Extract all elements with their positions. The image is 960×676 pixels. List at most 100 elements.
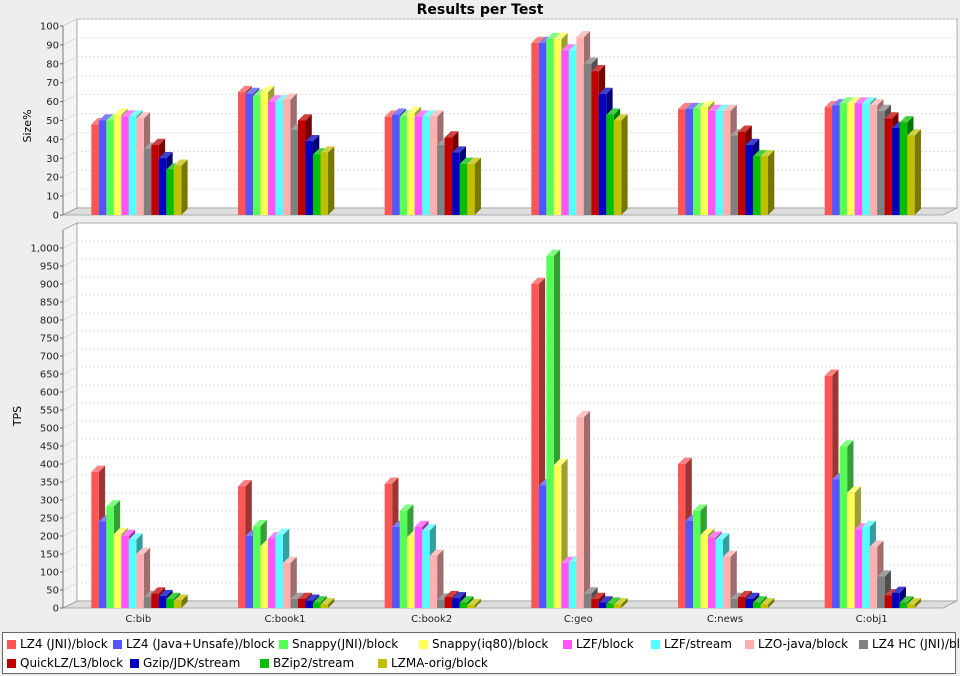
category-label: C:book2: [411, 614, 452, 625]
legend-label: Gzip/JDK/stream: [143, 656, 241, 670]
chart-title: Results per Test: [417, 2, 544, 18]
tps-gridline-side: [62, 402, 78, 411]
tps-gridline-side: [62, 420, 78, 429]
tps-tick-label: 950: [40, 262, 59, 273]
legend-swatch: [859, 640, 868, 649]
category-label: C:geo: [564, 614, 593, 625]
legend-item: BZip2/stream: [260, 656, 354, 670]
category-label: C:bib: [125, 614, 151, 625]
legend-item: LZ4 (Java+Unsafe)/block: [113, 637, 275, 651]
tps-tick-label: 350: [40, 478, 59, 489]
size-tick-label: 0: [53, 211, 59, 222]
tps-tick-label: 600: [40, 388, 59, 399]
legend-label: Snappy(JNI)/block: [292, 637, 399, 651]
tps-tick-label: 750: [40, 334, 59, 345]
tps-bar: [320, 598, 335, 608]
tps-tick-label: 850: [40, 298, 59, 309]
tps-tick-label: 250: [40, 514, 59, 525]
legend-swatch: [260, 659, 269, 668]
tps-bar: [467, 598, 481, 608]
tps-tick-label: 900: [40, 280, 59, 291]
tps-gridline-side: [62, 330, 78, 339]
size-gridline-side: [62, 113, 78, 121]
tps-bar: [576, 410, 591, 608]
legend-label: LZ4 (Java+Unsafe)/block: [126, 637, 275, 651]
size-tick-label: 60: [46, 97, 59, 108]
category-label: C:obj1: [856, 614, 888, 625]
legend-item: QuickLZ/L3/block: [7, 656, 123, 670]
tps-back-wall: [76, 222, 958, 602]
tps-tick-label: 100: [40, 568, 59, 579]
size-tick-label: 90: [46, 40, 59, 51]
tps-tick-label: 450: [40, 442, 59, 453]
tps-gridline-side: [62, 258, 78, 267]
size-gridline-side: [62, 56, 78, 65]
legend-item: Snappy(iq80)/block: [419, 637, 548, 651]
legend-swatch: [651, 640, 660, 649]
tps-panel: 0 50 100 150 200 250 300 350 400 450 500 550 600 650 7…: [30, 222, 958, 615]
tps-tick-label: 1,000: [30, 244, 59, 255]
size-tick-label: 70: [46, 78, 59, 89]
legend-item: LZF/stream: [651, 637, 732, 651]
legend-swatch: [130, 659, 139, 668]
legend-item: Gzip/JDK/stream: [130, 656, 240, 670]
tps-gridline-side: [62, 456, 78, 465]
tps-gridline-side: [62, 366, 78, 375]
legend-label: LZ4 HC (JNI)/block: [872, 637, 960, 651]
legend-label: LZF/block: [576, 637, 634, 651]
size-tick-label: 100: [40, 22, 59, 33]
tps-bar: [613, 598, 628, 608]
legend-label: Snappy(iq80)/block: [432, 637, 549, 651]
size-bar: [320, 146, 335, 215]
tps-gridline-side: [62, 348, 78, 357]
tps-gridline-side: [62, 582, 78, 591]
tps-gridline-side: [62, 474, 78, 483]
category-label: C:news: [707, 614, 743, 625]
size-panel: 0 10 20 30 40 50 60 70 80 90 100: [40, 18, 958, 222]
tps-tick-label: 50: [46, 586, 59, 597]
size-bar: [173, 159, 188, 215]
size-tick-label: 80: [46, 59, 59, 70]
tps-axis-label: TPS: [11, 406, 24, 427]
size-gridline-side: [62, 75, 78, 84]
legend-swatch: [378, 659, 387, 668]
size-axis-label: Size%: [21, 109, 34, 142]
tps-tick-label: 500: [40, 424, 59, 435]
tps-gridline-side: [62, 384, 78, 393]
legend-swatch: [7, 659, 16, 668]
legend-label: LZF/stream: [664, 637, 732, 651]
legend-swatch: [419, 640, 428, 649]
legend-swatch: [113, 640, 122, 649]
legend-label: LZMA-orig/block: [391, 656, 488, 670]
size-tick-label: 20: [46, 173, 59, 184]
tps-bar: [723, 550, 737, 608]
tps-bar: [760, 598, 775, 608]
size-tick-label: 40: [46, 135, 59, 146]
size-gridline-side: [62, 188, 78, 197]
tps-tick-label: 700: [40, 352, 59, 363]
tps-tick-label: 200: [40, 532, 59, 543]
tps-gridline-side: [62, 528, 78, 537]
tps-tick-label: 550: [40, 406, 59, 417]
legend-swatch: [7, 640, 16, 649]
tps-floor: [62, 600, 958, 609]
tps-bar: [173, 594, 188, 608]
legend-label: BZip2/stream: [273, 656, 355, 670]
tps-gridline-side: [62, 492, 78, 501]
tps-tick-label: 300: [40, 496, 59, 507]
tps-gridline-side: [62, 312, 78, 321]
tps-gridline-side: [62, 240, 78, 249]
tps-tick-label: 0: [53, 604, 59, 615]
legend: LZ4 (JNI)/block LZ4 (Java+Unsafe)/block Sn…: [2, 632, 960, 674]
legend-item: LZO-java/block: [745, 637, 848, 651]
results-chart: Results per Test Size% TPS 0 10 20 30 40 50 60…: [11, 2, 958, 625]
size-tick-label: 50: [46, 116, 59, 127]
size-gridline-side: [62, 132, 78, 140]
tps-gridline-side: [62, 546, 78, 555]
legend-swatch: [745, 640, 754, 649]
size-gridline-side: [62, 37, 78, 46]
size-tick-label: 10: [46, 192, 59, 203]
legend-label: LZO-java/block: [758, 637, 849, 651]
size-gridline-side: [62, 94, 78, 102]
size-gridline-side: [62, 18, 78, 27]
